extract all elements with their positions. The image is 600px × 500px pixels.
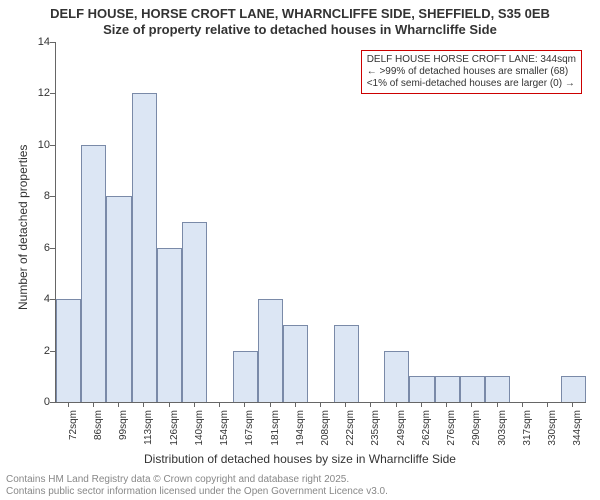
y-tick-label: 12	[30, 87, 50, 99]
x-tick-mark	[143, 402, 144, 407]
histogram-bar	[561, 376, 586, 402]
x-tick-mark	[270, 402, 271, 407]
x-tick-mark	[396, 402, 397, 407]
chart-title-line1: DELF HOUSE, HORSE CROFT LANE, WHARNCLIFF…	[0, 6, 600, 21]
histogram-bar	[157, 248, 182, 402]
x-tick-mark	[219, 402, 220, 407]
y-tick-label: 10	[30, 139, 50, 151]
x-tick-mark	[295, 402, 296, 407]
x-tick-mark	[320, 402, 321, 407]
x-tick-mark	[421, 402, 422, 407]
histogram-bar	[182, 222, 207, 402]
y-axis-label: Number of detached properties	[16, 145, 30, 310]
annotation-line: DELF HOUSE HORSE CROFT LANE: 344sqm	[367, 54, 576, 66]
annotation-line: ← >99% of detached houses are smaller (6…	[367, 66, 576, 78]
annotation-line: <1% of semi-detached houses are larger (…	[367, 78, 576, 90]
x-tick-mark	[68, 402, 69, 407]
x-tick-mark	[522, 402, 523, 407]
x-tick-mark	[345, 402, 346, 407]
histogram-bar	[485, 376, 510, 402]
histogram-bar	[233, 351, 258, 402]
x-tick-mark	[194, 402, 195, 407]
histogram-bar	[81, 145, 106, 402]
histogram-bar	[384, 351, 409, 402]
histogram-bar	[460, 376, 485, 402]
histogram-bar	[334, 325, 359, 402]
chart-container: DELF HOUSE, HORSE CROFT LANE, WHARNCLIFF…	[0, 0, 600, 500]
x-tick-mark	[471, 402, 472, 407]
histogram-bar	[258, 299, 283, 402]
x-tick-mark	[370, 402, 371, 407]
y-tick-label: 8	[30, 190, 50, 202]
chart-title-line2: Size of property relative to detached ho…	[0, 22, 600, 37]
x-tick-mark	[93, 402, 94, 407]
y-tick-label: 4	[30, 293, 50, 305]
x-tick-mark	[547, 402, 548, 407]
x-tick-mark	[497, 402, 498, 407]
x-tick-mark	[572, 402, 573, 407]
footer-line2: Contains public sector information licen…	[6, 486, 388, 498]
x-tick-mark	[169, 402, 170, 407]
y-tick-label: 2	[30, 345, 50, 357]
x-tick-mark	[244, 402, 245, 407]
x-tick-mark	[118, 402, 119, 407]
x-axis-label: Distribution of detached houses by size …	[0, 452, 600, 466]
footer-line1: Contains HM Land Registry data © Crown c…	[6, 474, 388, 486]
histogram-bar	[106, 196, 131, 402]
histogram-bar	[435, 376, 460, 402]
histogram-bar	[132, 93, 157, 402]
x-tick-mark	[446, 402, 447, 407]
y-tick-label: 6	[30, 242, 50, 254]
footer-credits: Contains HM Land Registry data © Crown c…	[6, 474, 388, 498]
y-tick-label: 0	[30, 396, 50, 408]
histogram-bar	[283, 325, 308, 402]
y-tick-label: 14	[30, 36, 50, 48]
annotation-box: DELF HOUSE HORSE CROFT LANE: 344sqm← >99…	[361, 50, 582, 94]
plot-area	[55, 42, 586, 403]
histogram-bar	[56, 299, 81, 402]
histogram-bar	[409, 376, 434, 402]
